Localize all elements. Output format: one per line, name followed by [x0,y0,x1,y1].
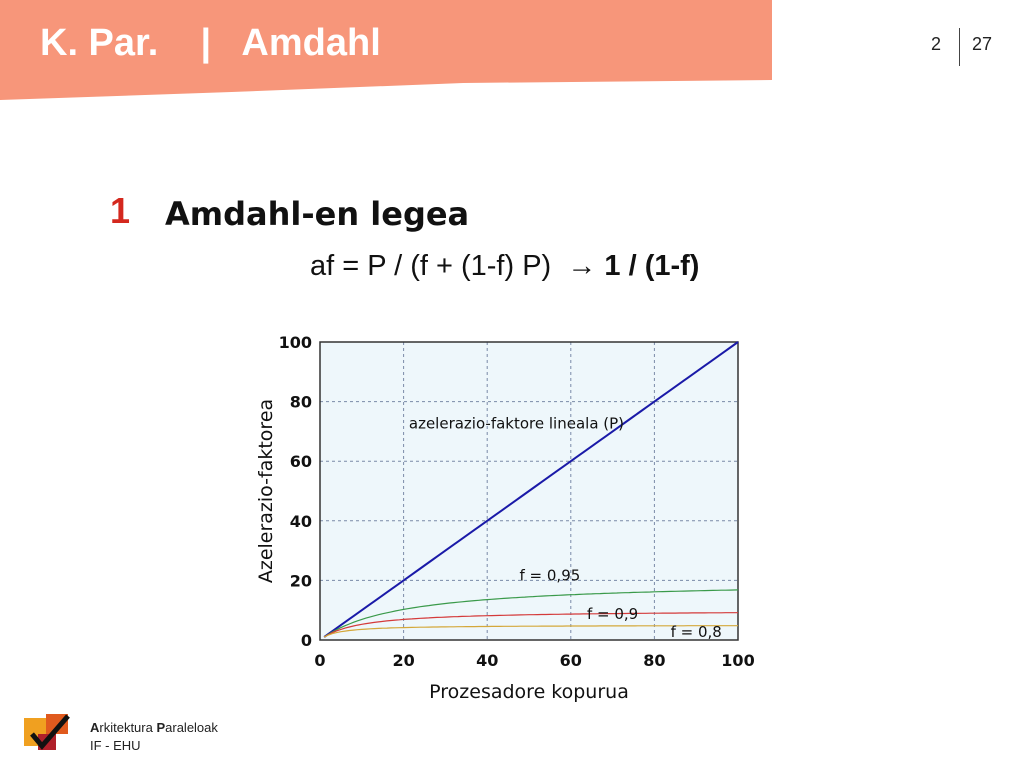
page-current: 2 [931,34,942,54]
x-tick-label: 0 [314,651,325,670]
series-linear-line [323,341,739,638]
series-linear-label: azelerazio-faktore lineala (P) [409,414,624,432]
x-tick-label: 100 [721,651,754,670]
series-f09-line [323,612,738,638]
formula: af = P / (f + (1-f) P) → 1 / (1-f) [310,250,699,283]
y-axis-label: Azelerazio-faktorea [255,399,277,583]
x-tick-label: 20 [392,651,414,670]
footer-initial-a: A [90,720,100,735]
page-total: 27 [972,34,993,54]
plot-frame [319,341,739,641]
y-tick-label: 20 [290,571,312,590]
page-title: K. Par. | Amdahl [40,22,381,64]
footer-initial-p: P [156,720,166,735]
series-f095-label: f = 0,95 [520,566,581,584]
series-f08-label: f = 0,8 [671,623,722,641]
x-tick-label: 80 [643,651,665,670]
logo-checkmark-icon [24,714,70,750]
x-axis-label: Prozesadore kopurua [429,681,629,703]
series-f08-line [323,625,738,638]
formula-expression: af = P / (f + (1-f) P) → [310,250,605,282]
section-title: Amdahl-en legea [165,195,470,233]
y-tick-label: 100 [279,333,312,352]
formula-limit: 1 / (1-f) [604,250,700,282]
y-tick-label: 80 [290,393,312,412]
footer-text-p: araleloak [165,720,218,735]
y-tick-label: 0 [301,631,312,650]
footer-course-name: Arkitektura Paraleloak [90,720,218,735]
speedup-chart: 0 20 40 60 80 100 0 20 40 60 80 100 Prozesadore kopu… [255,333,755,703]
y-tick-label: 60 [290,452,312,471]
footer-text-a: rkitektura [99,720,157,735]
page-divider [959,28,960,66]
footer-institution: IF - EHU [90,738,141,753]
y-tick-label: 40 [290,512,312,531]
series-f09-label: f = 0,9 [587,605,638,623]
section-number: 1 [110,190,131,231]
x-tick-label: 40 [476,651,498,670]
x-tick-label: 60 [560,651,582,670]
series-f095-line [323,589,739,638]
